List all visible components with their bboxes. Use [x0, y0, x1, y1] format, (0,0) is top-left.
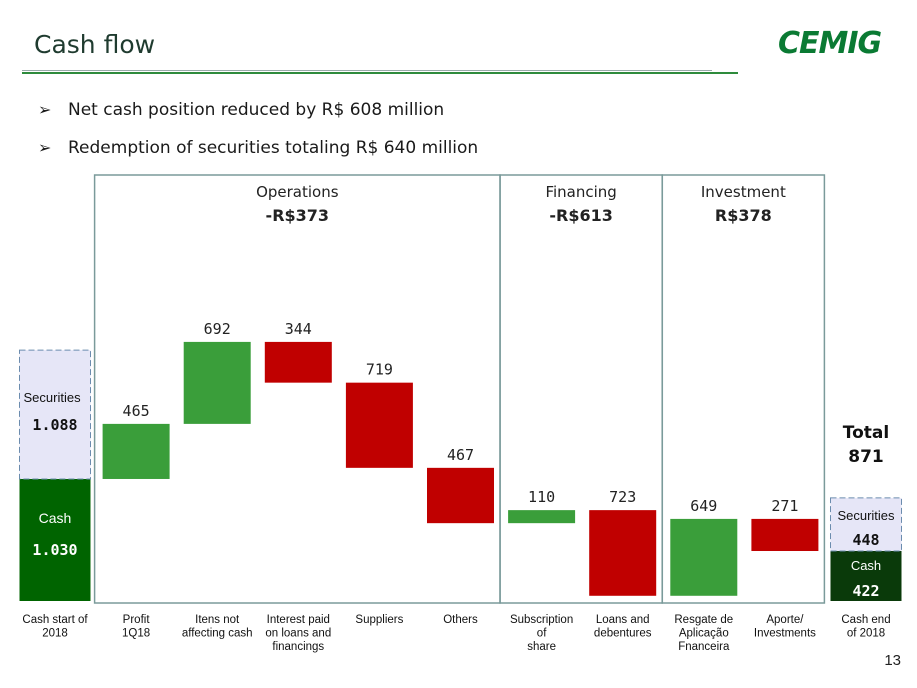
start-securities-bar	[19, 349, 91, 480]
category-label-line: of 2018	[847, 628, 885, 640]
category-label-line: of	[537, 628, 547, 640]
category-label-line: Cash start of	[22, 614, 88, 626]
title-divider	[22, 72, 738, 74]
waterfall-bar	[345, 382, 413, 468]
category-label-line: Cash end	[841, 614, 890, 626]
start-securities-value: 1.088	[32, 416, 77, 434]
category-label: Cash start of 2018	[22, 614, 88, 640]
category-label: Others	[443, 614, 478, 626]
start-cash-bar	[19, 478, 91, 601]
group-value: -R$373	[266, 206, 330, 225]
category-label-line: Others	[443, 614, 478, 626]
data-label: 723	[609, 488, 636, 506]
waterfall-bar	[183, 341, 251, 424]
data-label: 467	[447, 446, 474, 464]
start-cash-value: 1.030	[32, 541, 77, 559]
waterfall-bar	[751, 518, 819, 552]
bullet-list: ➢ Net cash position reduced by R$ 608 mi…	[38, 100, 478, 176]
arrow-bullet-icon: ➢	[38, 100, 52, 119]
category-label-line: Suppliers	[355, 614, 403, 626]
end-securities-value: 448	[852, 531, 879, 549]
category-label: Profit 1Q18	[122, 614, 150, 640]
category-label-line: Aporte/	[766, 614, 804, 626]
group-frame	[661, 174, 826, 604]
group-label: Financing	[545, 183, 616, 201]
data-label: 465	[123, 402, 150, 420]
group-frame	[93, 174, 501, 604]
page-number: 13	[884, 652, 901, 669]
category-label-line: Aplicação	[679, 628, 729, 640]
category-label: Subscription of share	[510, 614, 573, 653]
category-label-line: affecting cash	[182, 628, 253, 640]
category-label-line: 2018	[42, 628, 68, 640]
data-label: 271	[771, 497, 798, 515]
end-cash-label: Cash	[851, 558, 881, 573]
category-label-line: Itens not	[195, 614, 240, 626]
group-label: Investment	[701, 183, 786, 201]
category-label-line: 1Q18	[122, 628, 150, 640]
category-label-line: Subscription	[510, 614, 573, 626]
waterfall-bar	[427, 467, 494, 524]
bullet-text: Net cash position reduced by R$ 608 mill…	[68, 100, 445, 120]
category-label: Resgate de Aplicação Fnanceira	[674, 614, 733, 653]
bullet-item: ➢ Redemption of securities totaling R$ 6…	[38, 138, 478, 176]
waterfall-bar	[102, 423, 170, 479]
data-label: 344	[285, 320, 312, 338]
bullet-text: Redemption of securities totaling R$ 640…	[68, 138, 479, 158]
data-label: 719	[366, 361, 393, 379]
category-label-line: Resgate de	[674, 614, 733, 626]
category-label: Interest paid on loans and financings	[265, 614, 331, 653]
category-label-line: Fnanceira	[678, 641, 730, 653]
category-label-line: Investments	[754, 628, 816, 640]
bullet-item: ➢ Net cash position reduced by R$ 608 mi…	[38, 100, 478, 138]
end-securities-bar	[830, 497, 902, 552]
data-label: 110	[528, 488, 555, 506]
category-label: Cash end of 2018	[841, 614, 890, 640]
category-label: Itens not affecting cash	[182, 614, 253, 640]
title-divider-thin	[22, 70, 712, 71]
category-label-line: on loans and	[265, 628, 331, 640]
waterfall-bar	[508, 510, 576, 524]
waterfall-bar	[670, 518, 738, 596]
data-label: 692	[204, 320, 231, 338]
end-cash-value: 422	[852, 582, 879, 600]
category-label: Loans and debentures	[594, 614, 652, 640]
arrow-bullet-icon: ➢	[38, 138, 52, 157]
group-value: R$378	[715, 206, 772, 225]
category-label-line: financings	[272, 641, 324, 653]
company-logo: CEMIG	[778, 26, 882, 61]
category-label-line: debentures	[594, 628, 652, 640]
category-label: Suppliers	[355, 614, 403, 626]
category-label: Aporte/Investments	[754, 614, 816, 640]
start-cash-label: Cash	[39, 510, 72, 526]
category-label-line: Interest paid	[267, 614, 330, 626]
end-total-value: 871	[848, 447, 884, 467]
category-label-line: Loans and	[596, 614, 650, 626]
group-label: Operations	[256, 183, 339, 201]
end-cash-bar	[830, 551, 902, 601]
end-securities-label: Securities	[837, 508, 895, 523]
start-securities-label: Securities	[24, 390, 82, 405]
waterfall-bar	[264, 341, 332, 383]
category-label-line: Profit	[123, 614, 151, 626]
category-label-line: share	[527, 641, 556, 653]
data-label: 649	[690, 497, 717, 515]
waterfall-bar	[589, 510, 657, 596]
end-total-label: Total	[843, 423, 889, 443]
page-title: Cash flow	[34, 30, 156, 59]
group-value: -R$613	[549, 206, 613, 225]
